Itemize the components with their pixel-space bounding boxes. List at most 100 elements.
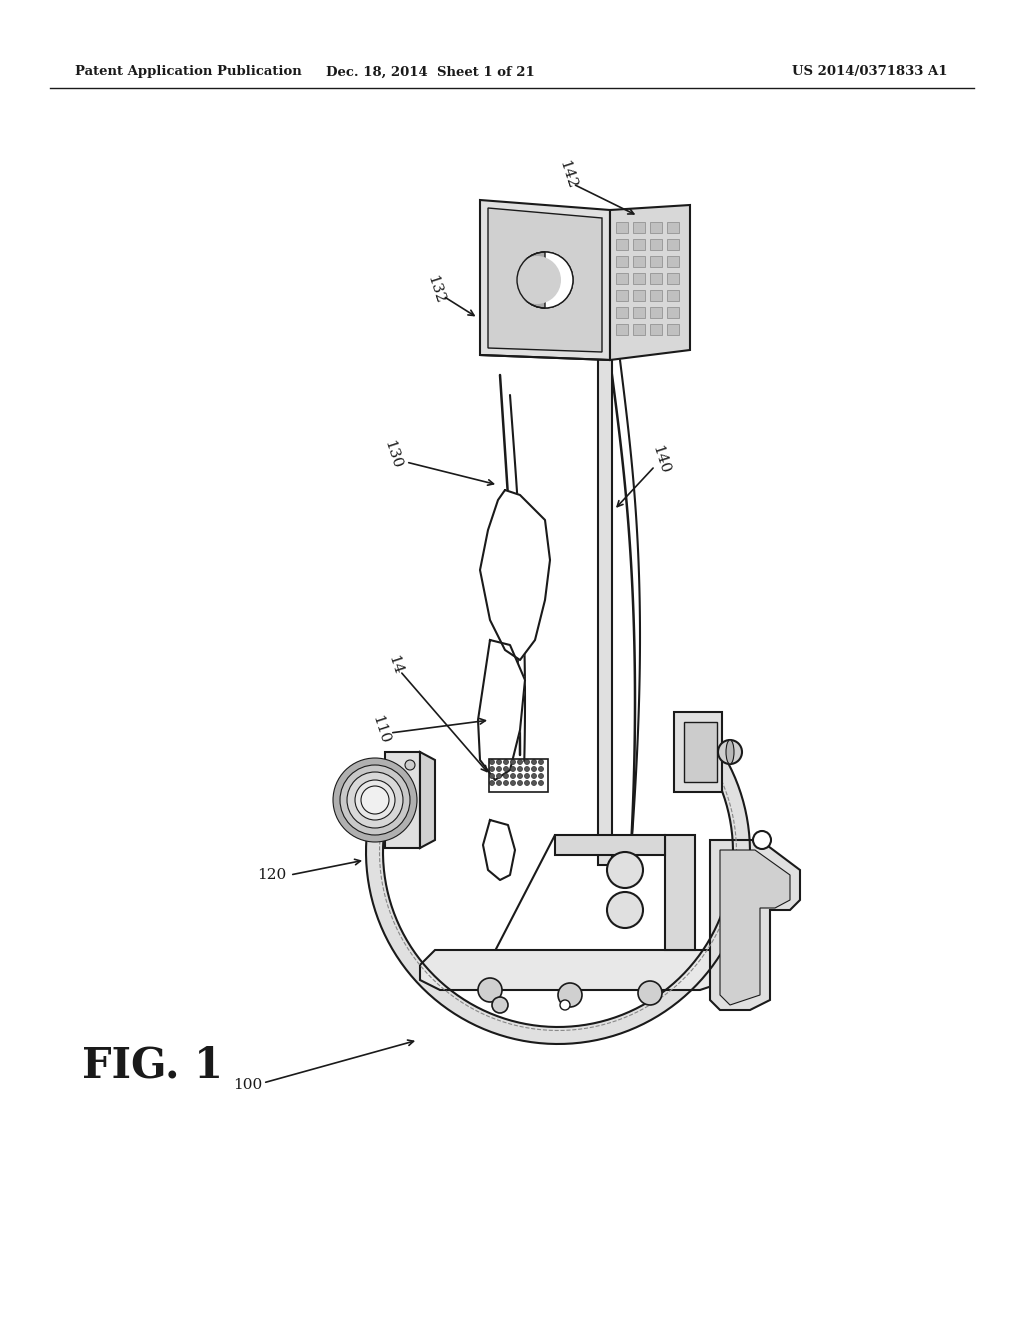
- Polygon shape: [385, 752, 420, 847]
- Circle shape: [539, 767, 544, 771]
- Circle shape: [539, 774, 544, 779]
- Text: US 2014/0371833 A1: US 2014/0371833 A1: [793, 66, 948, 78]
- Circle shape: [517, 780, 522, 785]
- Circle shape: [524, 780, 529, 785]
- Polygon shape: [650, 239, 662, 249]
- Polygon shape: [667, 290, 679, 301]
- Circle shape: [718, 741, 742, 764]
- Circle shape: [333, 758, 417, 842]
- Circle shape: [531, 759, 537, 764]
- Circle shape: [504, 759, 509, 764]
- Circle shape: [531, 774, 537, 779]
- Polygon shape: [710, 840, 800, 1010]
- Polygon shape: [633, 256, 645, 267]
- Polygon shape: [555, 836, 665, 855]
- Circle shape: [560, 1001, 570, 1010]
- Circle shape: [489, 780, 495, 785]
- Text: 120: 120: [257, 869, 287, 882]
- Polygon shape: [665, 836, 695, 950]
- Circle shape: [517, 252, 573, 308]
- Circle shape: [492, 997, 508, 1012]
- Polygon shape: [650, 323, 662, 335]
- Circle shape: [511, 759, 515, 764]
- Polygon shape: [667, 239, 679, 249]
- Wedge shape: [517, 252, 545, 308]
- Text: 140: 140: [649, 444, 671, 477]
- Circle shape: [511, 780, 515, 785]
- Polygon shape: [483, 820, 515, 880]
- Circle shape: [539, 759, 544, 764]
- Polygon shape: [674, 711, 722, 792]
- Polygon shape: [616, 323, 628, 335]
- Circle shape: [539, 780, 544, 785]
- Circle shape: [361, 785, 389, 814]
- Polygon shape: [667, 256, 679, 267]
- Circle shape: [753, 832, 771, 849]
- Polygon shape: [616, 239, 628, 249]
- Text: Patent Application Publication: Patent Application Publication: [75, 66, 302, 78]
- Polygon shape: [616, 308, 628, 318]
- Polygon shape: [633, 239, 645, 249]
- Polygon shape: [667, 273, 679, 284]
- Polygon shape: [650, 222, 662, 234]
- Circle shape: [517, 767, 522, 771]
- Polygon shape: [667, 308, 679, 318]
- Circle shape: [524, 774, 529, 779]
- Text: 14: 14: [385, 653, 404, 676]
- Polygon shape: [684, 722, 717, 781]
- Polygon shape: [633, 273, 645, 284]
- Circle shape: [511, 774, 515, 779]
- Circle shape: [489, 774, 495, 779]
- Circle shape: [517, 252, 573, 308]
- Polygon shape: [650, 273, 662, 284]
- Circle shape: [497, 774, 502, 779]
- Circle shape: [347, 772, 403, 828]
- Polygon shape: [366, 742, 750, 1044]
- Polygon shape: [616, 273, 628, 284]
- Polygon shape: [598, 355, 612, 865]
- Circle shape: [355, 780, 395, 820]
- Circle shape: [497, 759, 502, 764]
- Circle shape: [517, 774, 522, 779]
- Polygon shape: [633, 323, 645, 335]
- Polygon shape: [667, 222, 679, 234]
- Polygon shape: [610, 205, 690, 360]
- Circle shape: [340, 766, 410, 836]
- Polygon shape: [488, 209, 602, 352]
- Polygon shape: [633, 290, 645, 301]
- Ellipse shape: [726, 741, 734, 764]
- Circle shape: [531, 767, 537, 771]
- Polygon shape: [616, 290, 628, 301]
- Text: 130: 130: [381, 440, 403, 471]
- Polygon shape: [667, 323, 679, 335]
- Circle shape: [497, 767, 502, 771]
- Circle shape: [607, 851, 643, 888]
- Circle shape: [489, 759, 495, 764]
- Circle shape: [489, 767, 495, 771]
- Polygon shape: [650, 290, 662, 301]
- Text: 110: 110: [369, 714, 391, 746]
- Circle shape: [478, 978, 502, 1002]
- Polygon shape: [420, 950, 730, 990]
- Circle shape: [524, 759, 529, 764]
- Circle shape: [504, 774, 509, 779]
- Circle shape: [504, 780, 509, 785]
- Circle shape: [558, 983, 582, 1007]
- Text: FIG. 1: FIG. 1: [82, 1044, 223, 1086]
- Circle shape: [513, 256, 561, 304]
- Text: 142: 142: [556, 158, 579, 191]
- Polygon shape: [480, 201, 610, 360]
- Circle shape: [504, 767, 509, 771]
- Text: 132: 132: [424, 275, 446, 306]
- Polygon shape: [650, 308, 662, 318]
- Polygon shape: [616, 256, 628, 267]
- Polygon shape: [720, 850, 790, 1005]
- Polygon shape: [616, 222, 628, 234]
- Polygon shape: [478, 640, 525, 780]
- Circle shape: [607, 892, 643, 928]
- Polygon shape: [420, 752, 435, 847]
- Circle shape: [517, 759, 522, 764]
- Polygon shape: [480, 490, 550, 660]
- Circle shape: [497, 780, 502, 785]
- Polygon shape: [650, 256, 662, 267]
